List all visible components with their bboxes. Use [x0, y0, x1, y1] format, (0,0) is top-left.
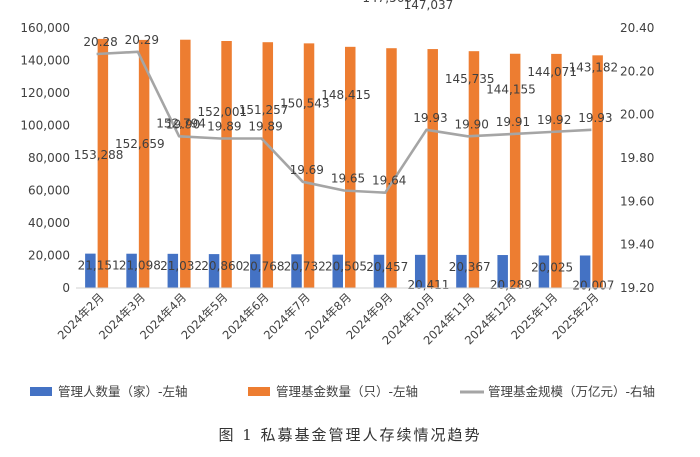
bar-funds	[386, 48, 397, 289]
bar-funds	[262, 42, 274, 289]
bar-funds	[221, 40, 232, 288]
bar-managers	[332, 254, 343, 288]
legend-managers-swatch	[30, 387, 52, 396]
bar-managers	[208, 254, 220, 288]
bar-group	[85, 38, 603, 289]
legend-funds-label: 管理基金数量（只）-左轴	[276, 384, 418, 399]
bar-managers	[373, 254, 385, 288]
bar-managers	[456, 254, 467, 288]
legend-managers-label: 管理人数量（家）-左轴	[58, 384, 188, 399]
bar-managers	[85, 253, 96, 288]
bar-managers	[250, 254, 261, 288]
label-fund-scale: 19.64	[372, 174, 406, 188]
label-fund-scale: 20.28	[83, 35, 117, 49]
left-tick-label: 100,000	[20, 119, 70, 133]
label-funds: 151,257	[239, 103, 289, 117]
label-funds: 150,543	[280, 96, 330, 110]
label-managers: 20,732	[284, 259, 326, 273]
label-funds: 145,735	[445, 72, 495, 86]
bar-funds	[592, 55, 603, 288]
label-funds: 144,071	[527, 65, 577, 79]
bar-managers	[538, 255, 550, 288]
left-tick-label: 20,000	[28, 249, 70, 263]
label-fund-scale: 19.90	[455, 117, 489, 131]
label-funds: 147,037	[404, 0, 454, 12]
right-tick-label: 20.00	[620, 108, 654, 122]
label-fund-scale: 19.93	[413, 111, 447, 125]
bar-funds	[345, 46, 356, 289]
bar-managers	[126, 253, 137, 288]
legend-funds-swatch	[248, 387, 270, 396]
bar-funds	[509, 53, 521, 288]
label-fund-scale: 19.89	[207, 120, 241, 134]
label-funds: 148,415	[321, 88, 371, 102]
bar-managers	[167, 253, 179, 288]
label-funds: 143,182	[569, 60, 619, 74]
label-funds: 152,794	[156, 117, 206, 131]
label-managers: 20,411	[407, 278, 449, 292]
left-tick-label: 40,000	[28, 216, 70, 230]
bar-funds	[180, 39, 191, 289]
bar-managers	[497, 255, 508, 288]
bar-funds	[427, 49, 438, 288]
label-managers: 21,098	[119, 259, 161, 273]
right-tick-label: 19.60	[620, 194, 654, 208]
label-managers: 20,457	[366, 260, 408, 274]
bar-managers	[579, 255, 591, 288]
label-fund-scale: 19.69	[290, 163, 324, 177]
figure-caption: 图 1 私募基金管理人存续情况趋势	[218, 426, 482, 444]
label-fund-scale: 19.65	[331, 172, 365, 186]
label-managers: 20,007	[572, 278, 614, 292]
left-axis: 0 20,000 40,000 60,000 80,000 100,000 120,000 1…	[20, 21, 70, 295]
line-group	[96, 50, 592, 194]
left-tick-label: 140,000	[20, 54, 70, 68]
right-tick-label: 20.40	[620, 21, 654, 35]
label-funds: 153,288	[74, 148, 124, 162]
label-managers: 20,025	[531, 260, 573, 274]
label-fund-scale: 19.89	[248, 120, 282, 134]
label-fund-scale: 19.93	[578, 111, 612, 125]
bar-funds	[468, 51, 480, 288]
left-tick-label: 60,000	[28, 184, 70, 198]
data-labels: 21,151 153,288 20.28 21,098 152,659 20.29 21,0…	[74, 0, 618, 292]
right-axis: 19.20 19.40 19.60 19.80 20.00 20.20 20.40	[620, 21, 654, 295]
label-managers: 20,860	[201, 259, 243, 273]
bar-funds	[551, 53, 562, 288]
legend-fund-scale-label: 管理基金规模（万亿元）-右轴	[488, 384, 655, 399]
bar-funds	[138, 39, 150, 289]
label-fund-scale: 20.29	[125, 33, 159, 47]
label-managers: 21,151	[78, 259, 120, 273]
label-managers: 20,289	[490, 278, 532, 292]
label-managers: 20,505	[325, 260, 367, 274]
bar-funds	[97, 38, 109, 289]
label-managers: 20,367	[449, 260, 491, 274]
right-tick-label: 20.20	[620, 64, 654, 78]
label-funds: 152,659	[115, 137, 165, 151]
left-tick-label: 80,000	[28, 151, 70, 165]
label-managers: 21,032	[160, 259, 202, 273]
label-managers: 20,768	[243, 259, 285, 273]
label-funds: 152,001	[197, 105, 247, 119]
bar-managers	[414, 254, 426, 288]
label-funds: 147,566	[362, 0, 412, 5]
bar-managers	[291, 254, 302, 288]
x-axis: 2024年2月2024年3月2024年4月2024年5月2024年6月2024年…	[55, 287, 612, 347]
bar-funds	[303, 43, 315, 288]
label-fund-scale: 19.92	[537, 113, 571, 127]
label-fund-scale: 19.91	[496, 115, 530, 129]
right-tick-label: 19.20	[620, 281, 654, 295]
legend: 管理人数量（家）-左轴 管理基金数量（只）-左轴 管理基金规模（万亿元）-右轴	[30, 384, 655, 399]
left-tick-label: 160,000	[20, 21, 70, 35]
label-fund-scale: 19.90	[166, 117, 200, 131]
right-tick-label: 19.80	[620, 151, 654, 165]
left-tick-label: 0	[62, 281, 70, 295]
right-tick-label: 19.40	[620, 238, 654, 252]
label-funds: 144,155	[486, 83, 536, 97]
left-tick-label: 120,000	[20, 86, 70, 100]
